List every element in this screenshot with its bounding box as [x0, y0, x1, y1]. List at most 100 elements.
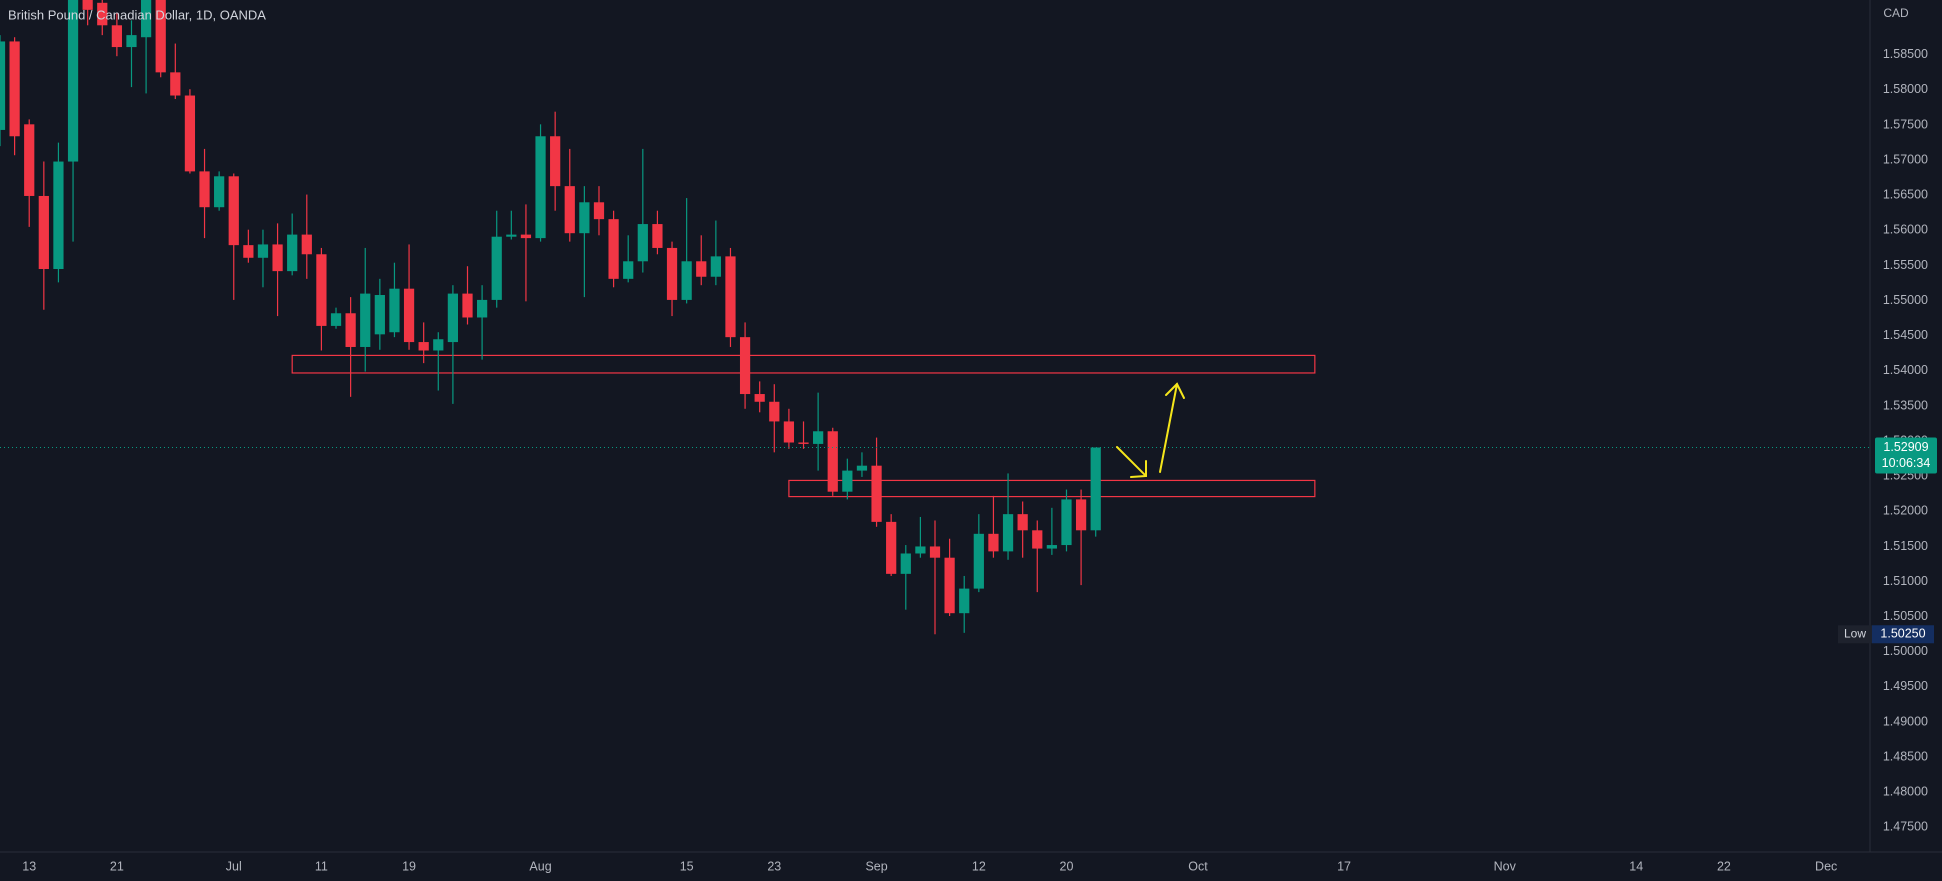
- candle-body: [301, 234, 312, 255]
- x-tick-label: 19: [402, 859, 416, 873]
- chart-title: British Pound / Canadian Dollar, 1D, OAN…: [8, 7, 266, 22]
- candle-body: [739, 337, 751, 395]
- x-tick-label: Dec: [1815, 859, 1837, 873]
- candle-body: [184, 95, 196, 172]
- annotation-arrows: [1116, 382, 1185, 478]
- y-tick-label: 1.54500: [1883, 328, 1928, 342]
- arrow-head: [1165, 382, 1185, 399]
- y-tick-label: 1.55500: [1883, 258, 1928, 272]
- candle-body: [959, 588, 970, 614]
- candle-body: [637, 224, 648, 262]
- candle-body: [593, 202, 605, 220]
- currency-label: CAD: [1883, 6, 1909, 20]
- y-tick-label: 1.53500: [1883, 398, 1928, 412]
- candle-body: [0, 41, 6, 130]
- candle-body: [900, 553, 911, 574]
- candle-body: [988, 533, 999, 552]
- low-marker-badge: [1872, 625, 1934, 644]
- candle-body: [506, 234, 517, 237]
- candle-body: [403, 288, 415, 343]
- candle-body: [783, 421, 795, 443]
- y-tick-label: 1.57000: [1883, 152, 1928, 166]
- y-tick-label: 1.51500: [1883, 539, 1928, 553]
- candle-body: [228, 176, 239, 246]
- candle-body: [710, 256, 721, 277]
- candle-body: [520, 234, 532, 239]
- candle-body: [433, 339, 444, 351]
- low-marker-tag: [1838, 625, 1872, 644]
- x-tick-label: Sep: [865, 859, 887, 873]
- zone: [291, 354, 1316, 374]
- candle-body: [491, 236, 502, 300]
- arrow-head: [1130, 460, 1147, 478]
- x-tick-label: Nov: [1494, 859, 1517, 873]
- y-tick-label: 1.50000: [1883, 644, 1928, 658]
- candle-body: [97, 2, 108, 26]
- last-price-badge: [1875, 437, 1937, 474]
- candle-body: [53, 161, 64, 270]
- candle-body: [272, 244, 283, 272]
- y-tick-label: 1.56500: [1883, 188, 1928, 202]
- candle-body: [871, 465, 882, 522]
- y-tick-label: 1.51000: [1883, 574, 1928, 588]
- x-tick-label: 17: [1337, 859, 1351, 873]
- candle-body: [1017, 514, 1028, 531]
- candle-body: [170, 72, 181, 96]
- candle-body: [140, 0, 152, 38]
- candle-body: [754, 394, 765, 402]
- candle-body: [929, 546, 941, 558]
- candle-body: [886, 521, 897, 574]
- candle-body: [915, 546, 926, 554]
- x-tick-label: 20: [1060, 859, 1074, 873]
- candle-body: [813, 431, 824, 444]
- candle-body: [67, 0, 79, 162]
- candle-body: [9, 41, 20, 137]
- candle-body: [725, 256, 736, 338]
- candle-body: [82, 0, 93, 10]
- candle-body: [827, 431, 838, 492]
- candle-body: [476, 299, 488, 318]
- candle-body: [126, 35, 137, 48]
- x-tick-label: 11: [315, 859, 328, 873]
- y-tick-label: 1.56000: [1883, 223, 1928, 237]
- candle-body: [564, 186, 575, 234]
- candle-body: [24, 124, 35, 196]
- candle-body: [199, 171, 210, 208]
- candle-body: [374, 295, 385, 335]
- plot-area: [0, 0, 1870, 635]
- x-tick-label: 21: [110, 859, 124, 873]
- candle-body: [973, 533, 984, 589]
- x-tick-label: 22: [1717, 859, 1731, 873]
- candle-body: [1032, 530, 1043, 549]
- candle-body: [316, 254, 327, 326]
- y-tick-label: 1.54000: [1883, 363, 1928, 377]
- low-marker-text: Low: [1844, 626, 1866, 640]
- candle-body: [243, 245, 254, 258]
- candle-body: [345, 313, 356, 347]
- candle-body: [1075, 499, 1087, 531]
- x-tick-label: 23: [767, 859, 781, 873]
- candle-body: [257, 244, 269, 258]
- candle-body: [360, 293, 371, 347]
- candle-body: [287, 234, 298, 272]
- candle-body: [666, 247, 678, 300]
- candle-body: [696, 261, 707, 277]
- y-tick-label: 1.58000: [1883, 82, 1928, 96]
- candle-body: [769, 401, 780, 422]
- candle-body: [550, 136, 561, 187]
- candle-body: [38, 195, 49, 270]
- candle-body: [418, 342, 429, 351]
- candle-body: [111, 25, 122, 48]
- y-tick-label: 1.55000: [1883, 293, 1928, 307]
- candle-body: [1090, 447, 1101, 531]
- candle-body: [623, 261, 634, 279]
- y-tick-label: 1.47500: [1883, 820, 1928, 834]
- arrow: [1116, 446, 1147, 477]
- candle-body: [652, 224, 663, 248]
- y-tick-label: 1.52000: [1883, 504, 1928, 518]
- x-tick-label: Oct: [1188, 859, 1208, 873]
- zone: [788, 479, 1316, 498]
